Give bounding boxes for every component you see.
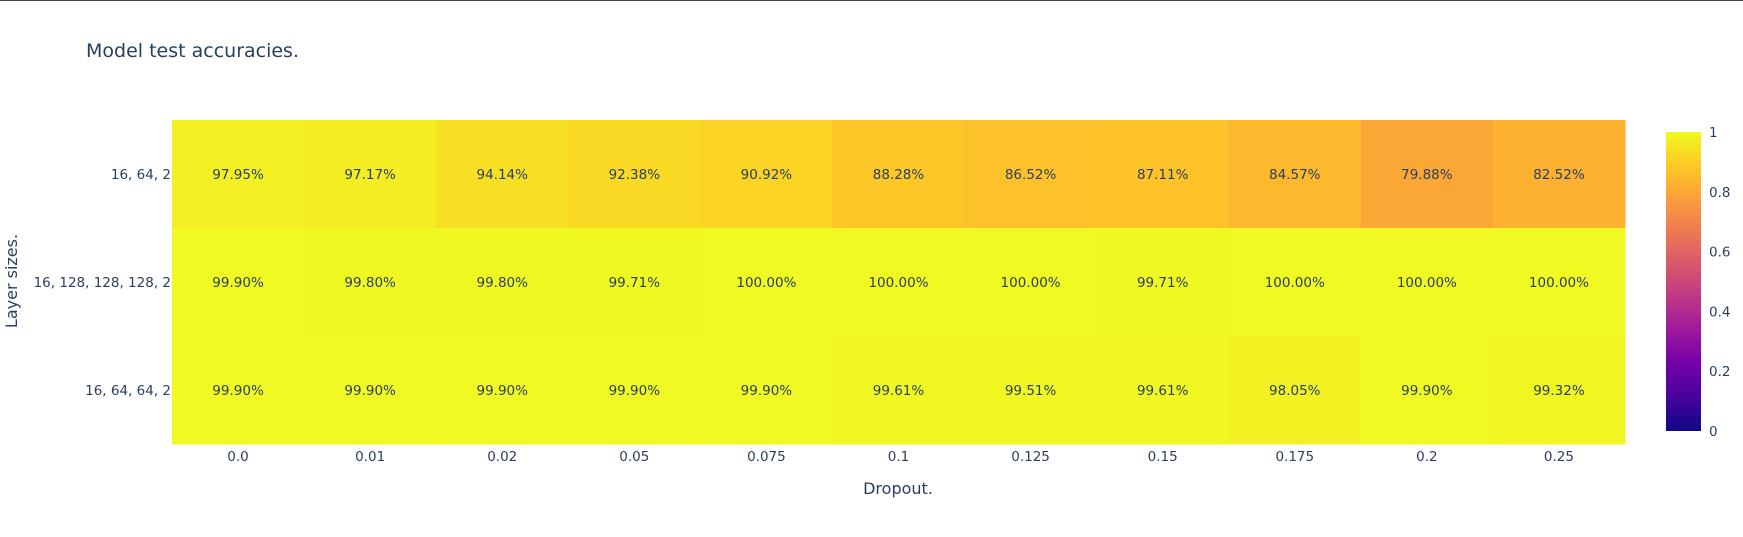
x-tick-label: 0.25: [1544, 449, 1574, 465]
heatmap-cell-label: 88.28%: [873, 167, 925, 183]
heatmap-cell: [568, 228, 701, 337]
heatmap-cell: [964, 228, 1098, 337]
heatmap-cell: [172, 228, 305, 337]
x-tick-label: 0.075: [747, 449, 786, 465]
heatmap-cell: [832, 120, 966, 229]
heatmap-cell-label: 90.92%: [741, 167, 793, 183]
heatmap-cell-label: 100.00%: [736, 275, 796, 291]
x-tick-label: 0.2: [1416, 449, 1437, 465]
colorbar-tick-label: 0.6: [1709, 245, 1730, 261]
heatmap-cell: [304, 120, 437, 229]
heatmap-cell-label: 98.05%: [1269, 383, 1321, 399]
colorbar-tick-label: 1: [1709, 125, 1718, 141]
heatmap-cell-label: 99.90%: [609, 383, 661, 399]
heatmap-cell-label: 79.88%: [1401, 167, 1453, 183]
heatmap-cell: [700, 228, 833, 337]
heatmap-cell: [1228, 228, 1362, 337]
heatmap-cell-label: 100.00%: [868, 275, 928, 291]
heatmap-cell: [1360, 120, 1494, 229]
heatmap-cell: [964, 336, 1098, 445]
heatmap-cell-label: 99.80%: [344, 275, 396, 291]
heatmap-cell-label: 97.95%: [212, 167, 264, 183]
heatmap-cell-label: 99.90%: [476, 383, 528, 399]
heatmap-cell-label: 86.52%: [1005, 167, 1057, 183]
heatmap-cell-label: 97.17%: [344, 167, 396, 183]
x-tick-label: 0.0: [227, 449, 248, 465]
heatmap-cell-label: 99.90%: [212, 275, 264, 291]
heatmap-cell-label: 99.71%: [609, 275, 661, 291]
x-tick-label: 0.02: [487, 449, 517, 465]
heatmap-cell-label: 100.00%: [1529, 275, 1589, 291]
colorbar-tick-label: 0.2: [1709, 364, 1730, 380]
y-tick-label: 16, 64, 64, 2: [85, 383, 171, 399]
x-tick-label: 0.125: [1011, 449, 1050, 465]
heatmap-cell-label: 84.57%: [1269, 167, 1321, 183]
heatmap-cell-label: 100.00%: [1397, 275, 1457, 291]
colorbar-tick-label: 0: [1709, 424, 1718, 440]
heatmap-cell-label: 99.71%: [1137, 275, 1189, 291]
heatmap-cell-label: 100.00%: [1265, 275, 1325, 291]
heatmap-cell: [832, 336, 966, 445]
heatmap-cell-label: 99.90%: [741, 383, 793, 399]
colorbar-tick-label: 0.4: [1709, 304, 1730, 320]
heatmap-cell: [304, 228, 437, 337]
heatmap-cell-label: 82.52%: [1533, 167, 1585, 183]
heatmap-cell: [304, 336, 437, 445]
heatmap-cell: [436, 120, 569, 229]
heatmap-cell-label: 94.14%: [476, 167, 528, 183]
heatmap-cell: [568, 336, 701, 445]
heatmap-cell-label: 99.61%: [1137, 383, 1189, 399]
y-axis-tick-labels: 16, 64, 2 16, 128, 128, 128, 2 16, 64, 64,…: [34, 167, 171, 399]
heatmap-cell: [436, 228, 569, 337]
heatmap-cell: [1492, 336, 1626, 445]
x-tick-label: 0.15: [1148, 449, 1178, 465]
chart-title: Model test accuracies.: [86, 40, 299, 62]
heatmap-cell-label: 99.32%: [1533, 383, 1585, 399]
heatmap-cell-label: 99.61%: [873, 383, 925, 399]
heatmap-cell-label: 99.90%: [344, 383, 396, 399]
heatmap-cell: [1096, 336, 1230, 445]
heatmap-cell: [700, 120, 833, 229]
heatmap-cell-label: 92.38%: [609, 167, 661, 183]
heatmap-cell: [1228, 336, 1362, 445]
heatmap-cell-label: 99.80%: [476, 275, 528, 291]
heatmap-cell-label: 100.00%: [1001, 275, 1061, 291]
heatmap-cell-labels: 97.95% 97.17% 94.14% 92.38% 90.92% 88.28% 86.5…: [212, 167, 1589, 399]
heatmap-cell-label: 99.90%: [212, 383, 264, 399]
heatmap-cell: [1096, 120, 1230, 229]
heatmap-cell: [436, 336, 569, 445]
heatmap-cell: [568, 120, 701, 229]
heatmap-cell: [1360, 336, 1494, 445]
heatmap-cell: [1492, 228, 1626, 337]
colorbar-tick-labels: 0 0.2 0.4 0.6 0.8 1: [1709, 125, 1730, 440]
heatmap-cell: [172, 120, 305, 229]
heatmap-cell-label: 99.90%: [1401, 383, 1453, 399]
y-tick-label: 16, 64, 2: [111, 167, 171, 183]
y-axis-title: Layer sizes.: [2, 234, 21, 328]
x-tick-label: 0.01: [355, 449, 385, 465]
heatmap-cell: [1360, 228, 1494, 337]
heatmap-cell: [832, 228, 966, 337]
x-tick-label: 0.05: [619, 449, 649, 465]
heatmap-cell: [1228, 120, 1362, 229]
heatmap-cell: [700, 336, 833, 445]
heatmap-cells: [172, 120, 1626, 445]
colorbar: [1666, 132, 1701, 431]
colorbar-tick-label: 0.8: [1709, 185, 1730, 201]
x-axis-tick-labels: 0.0 0.01 0.02 0.05 0.075 0.1 0.125 0.15 0.175 0.2…: [227, 449, 1574, 465]
heatmap-cell: [1492, 120, 1626, 229]
heatmap-cell: [964, 120, 1098, 229]
y-tick-label: 16, 128, 128, 128, 2: [34, 275, 171, 291]
x-axis-title: Dropout.: [863, 479, 933, 498]
x-tick-label: 0.1: [888, 449, 909, 465]
heatmap-cell: [172, 336, 305, 445]
heatmap-cell-label: 99.51%: [1005, 383, 1057, 399]
heatmap-cell: [1096, 228, 1230, 337]
top-border-line: [0, 0, 1743, 1]
x-tick-label: 0.175: [1275, 449, 1314, 465]
heatmap-cell-label: 87.11%: [1137, 167, 1189, 183]
